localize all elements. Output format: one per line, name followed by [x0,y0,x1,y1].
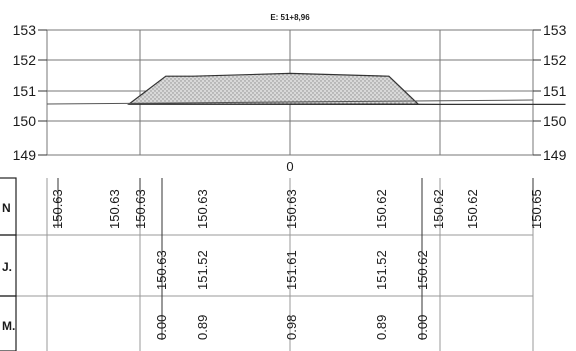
ground-value-7: 150.62 [431,189,446,229]
ground-value-5: 150.63 [284,189,299,229]
y-tick-right-152: 152 [543,52,567,68]
center-offset-label: 0 [286,159,293,174]
y-tick-left-149: 149 [13,147,37,163]
design-value-1: 150.63 [154,250,169,290]
height-value-3: 0.98 [284,315,299,340]
ground-value-6: 150.62 [374,189,389,229]
ground-value-3: 150.63 [133,189,148,229]
y-tick-left-153: 153 [13,22,37,38]
design-value-2: 151.52 [195,250,210,290]
fill-height-row: 0.00 0.89 0.98 0.89 0.00 [154,315,430,340]
row-label-design: J. [2,260,12,274]
height-value-4: 0.89 [374,315,389,340]
height-value-1: 0.00 [154,315,169,340]
row-label-ground: N [2,201,11,215]
data-table-grid [0,178,534,351]
chart-grid [46,29,534,156]
y-tick-right-153: 153 [543,22,567,38]
ground-value-2: 150.63 [107,189,122,229]
y-tick-left-152: 152 [13,52,37,68]
height-value-2: 0.89 [195,315,210,340]
design-value-4: 151.52 [374,250,389,290]
row-label-cells: N J. M. [0,177,17,351]
row-label-height: M. [2,319,15,333]
ground-value-8: 150.62 [465,189,480,229]
design-elevation-row: 150.63 151.52 151.61 151.52 150.62 [154,250,430,290]
station-leaders [57,178,534,340]
height-value-5: 0.00 [415,315,430,340]
y-tick-right-151: 151 [543,83,567,99]
y-axis-left: 153 152 151 150 149 [13,22,47,163]
ground-value-4: 150.63 [195,189,210,229]
station-label: E: 51+8,96 [270,13,310,22]
y-axis-right: 153 152 151 150 149 [533,22,567,163]
ground-line-secondary [46,99,534,105]
ground-value-9: 150.65 [529,189,544,229]
ground-value-1: 150.63 [50,189,65,229]
design-value-3: 151.61 [284,250,299,290]
y-tick-right-149: 149 [543,147,567,163]
ground-elevation-row: 150.63 150.63 150.63 150.63 150.63 150.6… [50,189,544,229]
design-value-5: 150.62 [415,250,430,290]
y-tick-left-151: 151 [13,83,37,99]
y-tick-left-150: 150 [13,113,37,129]
y-tick-right-150: 150 [543,113,567,129]
embankment-fill [127,72,421,106]
